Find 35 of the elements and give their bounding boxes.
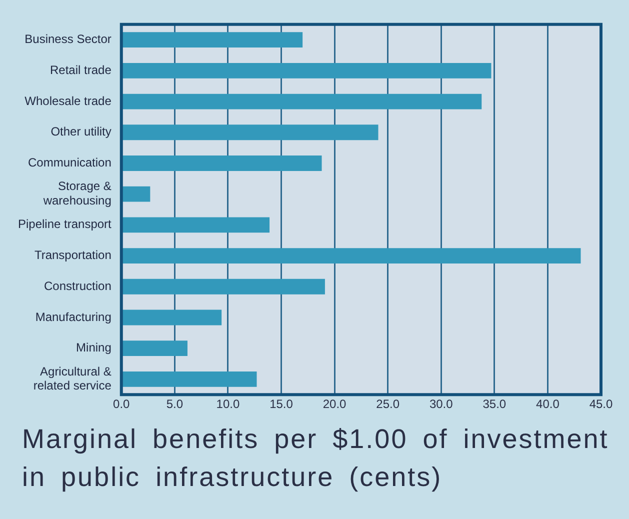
x-tick-label: 5.0 [166,397,184,412]
bar [122,217,270,233]
x-tick-label: 45.0 [589,397,613,412]
x-tick-label: 10.0 [216,397,240,412]
y-tick-label: Agricultural & related service [33,364,112,393]
bar [122,186,150,202]
bar [122,94,482,110]
x-tick-label: 40.0 [536,397,560,412]
bar [122,156,322,171]
bar [122,62,492,78]
x-axis-title: Marginal benefits per $1.00 of investment in public infrastructure (cents) [22,423,610,494]
y-tick-label: Transportation [34,248,112,262]
y-tick-label: Construction [44,278,112,293]
y-tick-label: Communication [28,156,112,170]
bar [122,310,222,326]
bar [122,124,378,140]
y-tick-label: Pipeline transport [18,217,112,232]
y-tick-label: Manufacturing [35,310,112,324]
y-tick-label: Retail trade [50,62,112,77]
bar [122,340,188,356]
x-tick-label: 35.0 [482,397,506,412]
y-tick-label: Storage & warehousing [42,179,112,208]
bar [122,248,581,264]
bar [122,32,303,48]
bar [122,278,325,294]
y-tick-label: Mining [76,340,112,355]
x-tick-label: 30.0 [429,397,454,412]
y-tick-label: Wholesale trade [24,94,112,108]
bar [122,371,257,387]
x-tick-label: 25.0 [376,397,400,412]
y-tick-label: Business Sector [24,32,112,46]
x-tick-label: 0.0 [113,397,130,412]
x-tick-label: 20.0 [322,397,347,412]
y-tick-label: Other utility [50,124,112,139]
x-tick-label: 15.0 [270,397,294,412]
